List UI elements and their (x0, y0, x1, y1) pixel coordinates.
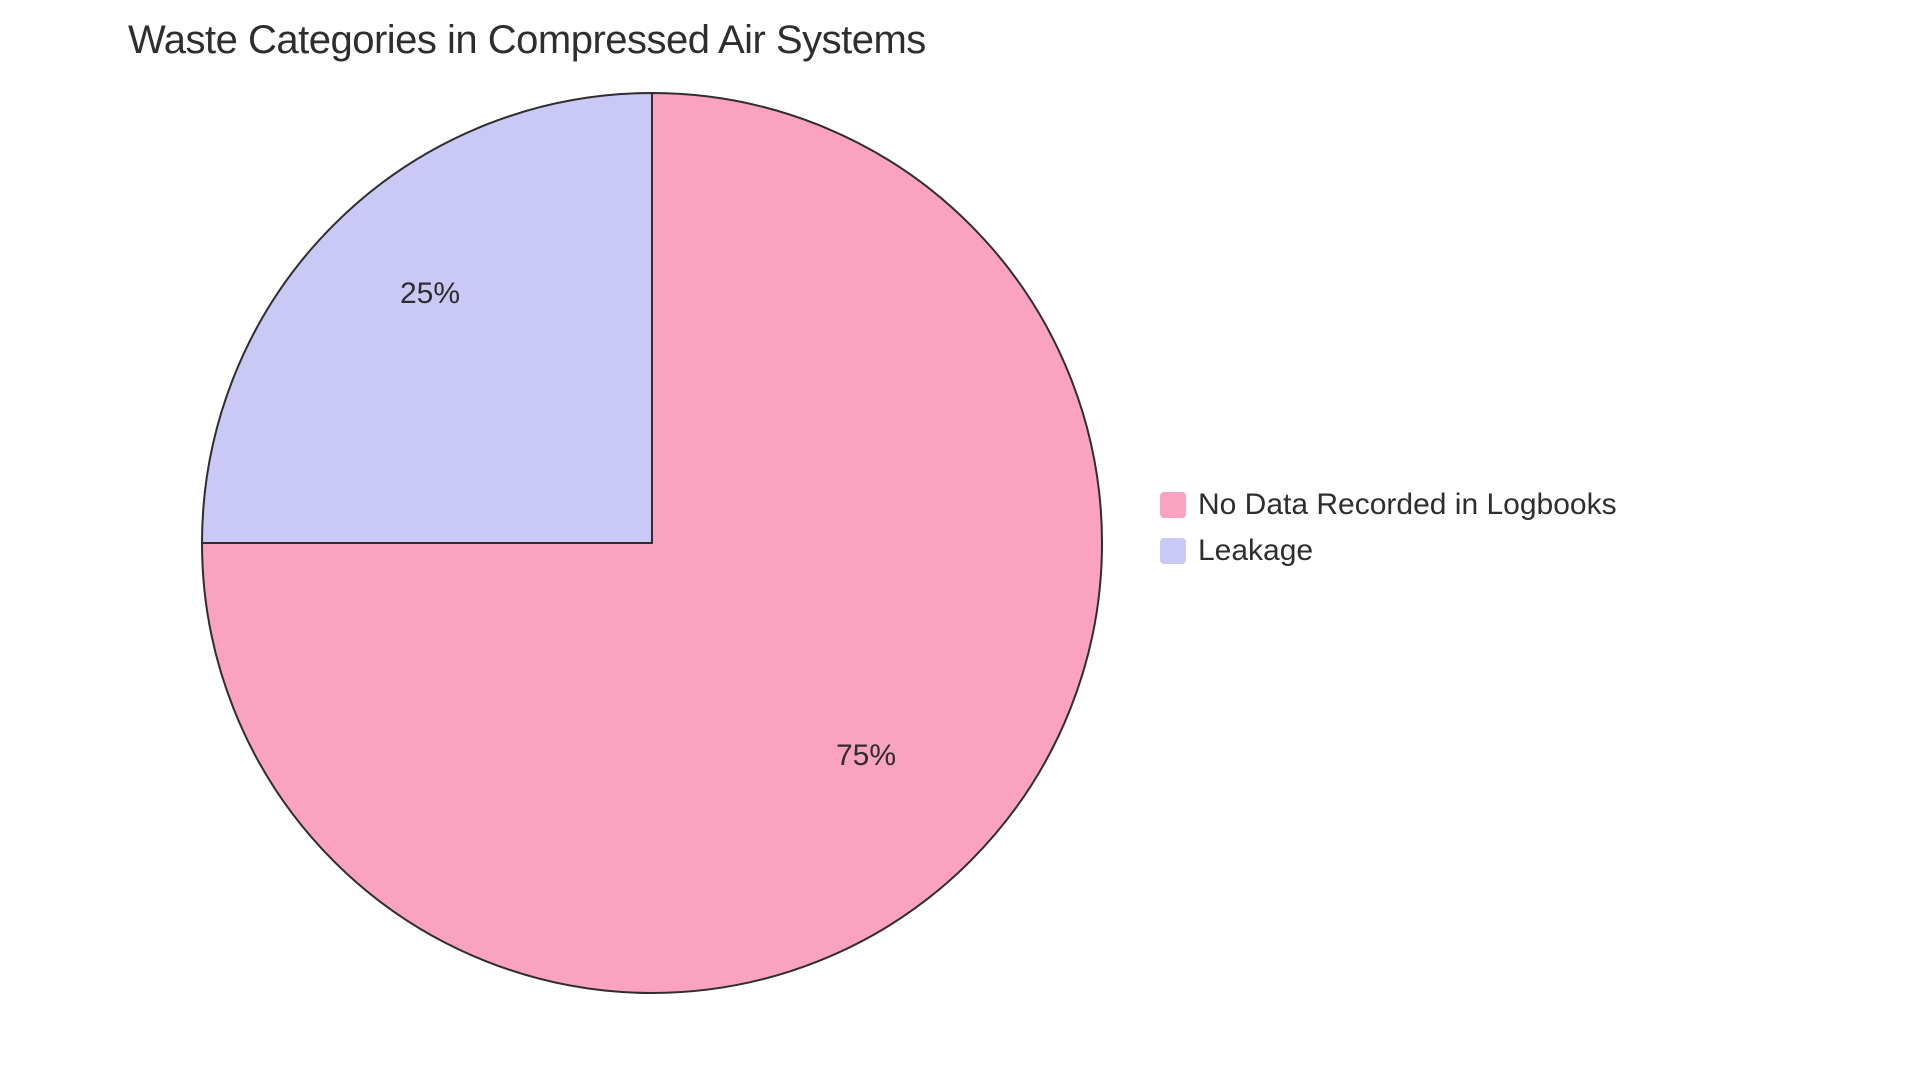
legend-item: Leakage (1160, 534, 1617, 568)
legend: No Data Recorded in Logbooks Leakage (1160, 488, 1617, 568)
slice-label: 75% (836, 739, 896, 773)
pie-slice (202, 93, 652, 543)
legend-swatch (1160, 492, 1186, 518)
legend-item: No Data Recorded in Logbooks (1160, 488, 1617, 522)
pie-chart (198, 89, 1106, 1002)
chart-title: Waste Categories in Compressed Air Syste… (128, 18, 926, 63)
legend-label: Leakage (1198, 534, 1313, 568)
legend-label: No Data Recorded in Logbooks (1198, 488, 1617, 522)
legend-swatch (1160, 538, 1186, 564)
pie-svg (198, 89, 1106, 997)
slice-label: 25% (400, 277, 460, 311)
chart-container: Waste Categories in Compressed Air Syste… (0, 0, 1920, 1080)
